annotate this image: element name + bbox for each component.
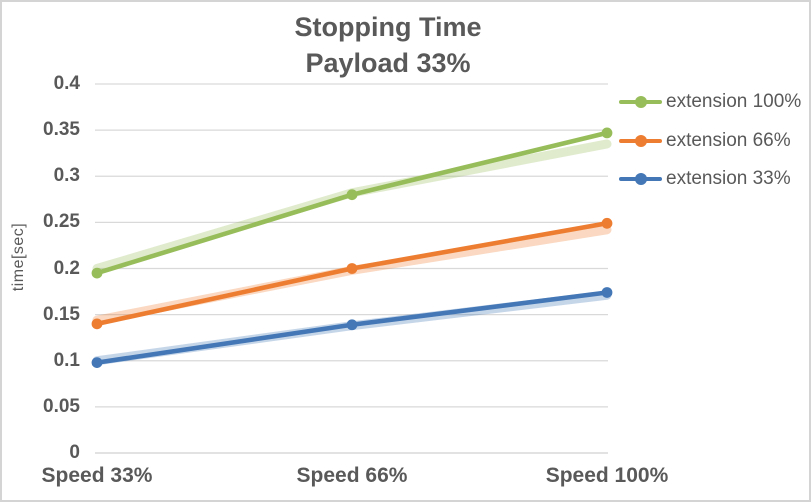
data-point-marker-extension-100- [346, 189, 358, 201]
x-axis-label: Speed 100% [545, 464, 669, 487]
x-axis-label: Speed 33% [41, 464, 153, 487]
y-tick-label: 0.1 [53, 349, 80, 371]
series-line-extension-100- [94, 130, 610, 276]
legend-label: extension 33% [666, 168, 791, 189]
legend-item-extension-100-: extension 100% [619, 89, 801, 115]
legend-marker-dot-icon [634, 96, 647, 108]
data-point-marker-extension-66- [346, 263, 358, 274]
legend-item-extension-66-: extension 66% [619, 128, 791, 154]
legend-marker-dot-icon [634, 135, 647, 147]
y-tick-label: 0.25 [43, 211, 80, 233]
data-point-marker-extension-66- [91, 318, 103, 330]
legend-marker-dot-icon [634, 173, 647, 185]
legend-label: extension 100% [666, 91, 802, 112]
data-point-marker-extension-33- [91, 357, 103, 368]
y-tick-label: 0.35 [43, 119, 80, 141]
data-point-marker-extension-100- [601, 127, 613, 139]
y-tick-label: 0.3 [53, 165, 80, 187]
y-tick-label: 0 [69, 442, 80, 463]
data-point-marker-extension-66- [601, 217, 613, 229]
chart-title-line2: Payload 33% [305, 48, 471, 78]
chart-title: Stopping Time Payload 33% [2, 9, 774, 81]
legend-line-marker-icon [619, 173, 662, 185]
data-point-marker-extension-33- [601, 287, 613, 298]
legend-item-extension-33-: extension 33% [619, 166, 791, 192]
legend-line-marker-icon [619, 96, 662, 108]
x-axis-label: Speed 66% [296, 464, 408, 487]
y-tick-label: 0.05 [43, 395, 80, 417]
legend-line-marker-icon [619, 135, 662, 147]
y-tick-label: 0.15 [43, 303, 80, 325]
y-tick-label: 0.4 [53, 73, 80, 94]
y-tick-label: 0.2 [53, 257, 80, 279]
legend-label: extension 66% [666, 130, 791, 151]
chart-title-line1: Stopping Time [294, 12, 482, 42]
data-point-marker-extension-100- [91, 267, 103, 279]
data-point-marker-extension-33- [346, 319, 358, 331]
